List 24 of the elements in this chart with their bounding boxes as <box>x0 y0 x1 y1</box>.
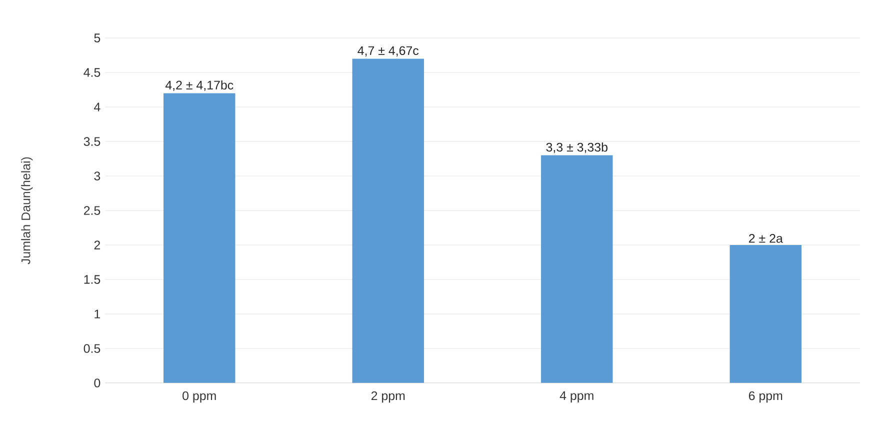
y-tick-label: 1 <box>94 310 100 318</box>
y-tick-label: 5 <box>94 34 100 42</box>
x-tick-label: 2 ppm <box>371 391 405 403</box>
bar <box>164 93 236 383</box>
y-tick-label: 4 <box>94 102 100 112</box>
bar <box>541 155 613 383</box>
y-tick-label: 2.5 <box>84 206 100 215</box>
bar <box>730 245 802 383</box>
y-tick-label: 4.5 <box>84 68 100 77</box>
y-tick-label: 3 <box>94 172 100 180</box>
x-tick-label: 4 ppm <box>560 391 594 402</box>
data-label: 4,2 ± 4,17bc <box>165 80 234 92</box>
x-tick-label: 6 ppm <box>748 391 782 403</box>
data-label: 3,3 ± 3,33b <box>546 142 608 154</box>
x-tick-label: 0 ppm <box>182 391 216 403</box>
y-axis-title: Jumlah Daun(helai) <box>21 157 33 264</box>
y-tick-label: 2 <box>94 240 100 250</box>
y-tick-label: 3.5 <box>84 137 100 146</box>
y-tick-label: 0.5 <box>84 344 100 353</box>
data-label: 4,7 ± 4,67c <box>358 46 419 57</box>
data-label: 2 ± 2a <box>748 234 783 243</box>
y-tick-label: 0 <box>94 378 100 388</box>
y-tick-label: 1.5 <box>84 275 100 284</box>
bar <box>352 58 424 383</box>
